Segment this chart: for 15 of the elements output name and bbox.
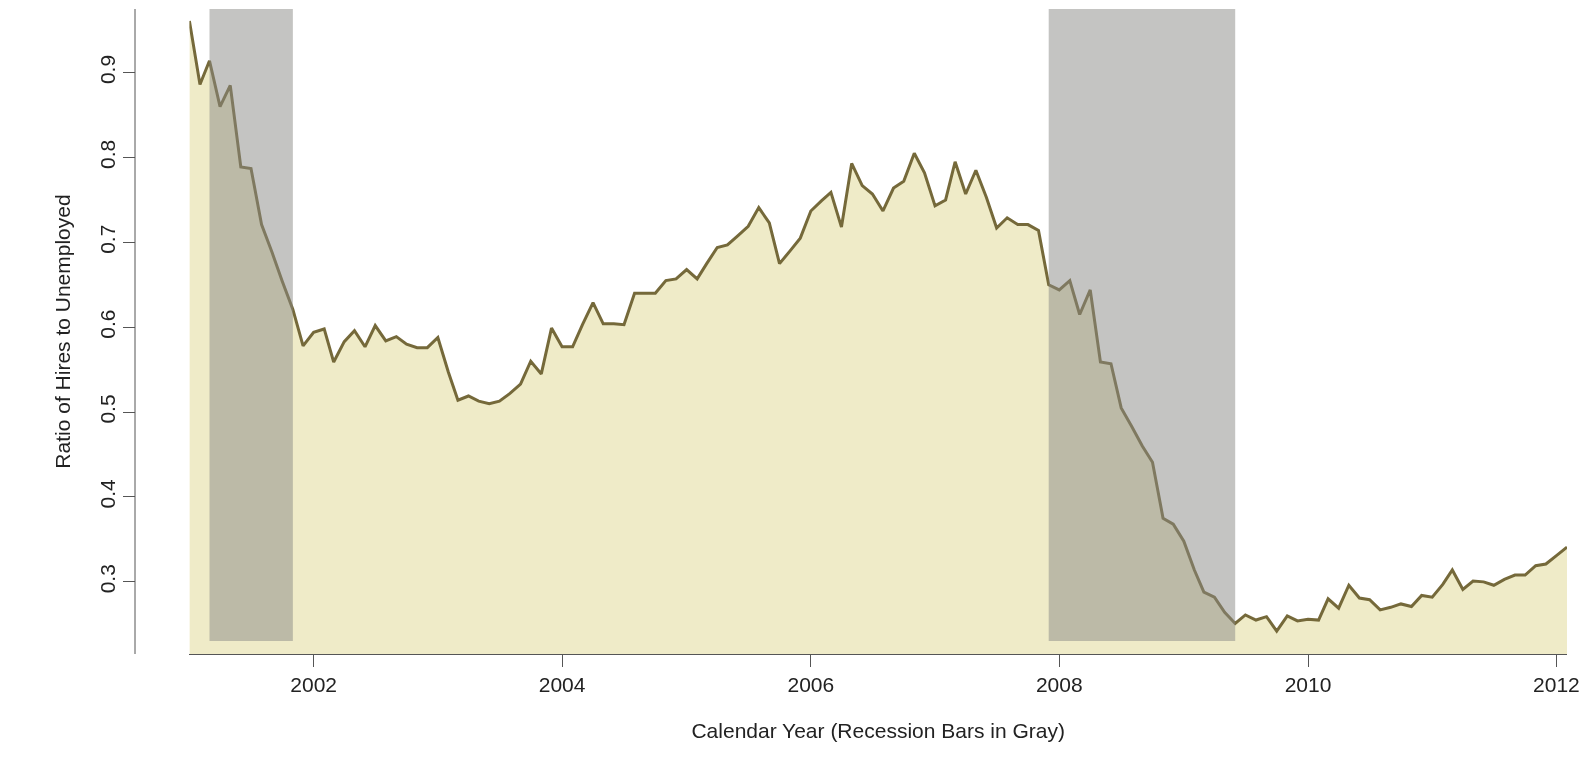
- x-axis-title: Calendar Year (Recession Bars in Gray): [691, 719, 1065, 743]
- x-tick-label: 2008: [1035, 673, 1083, 697]
- x-tick-label: 2010: [1284, 673, 1332, 697]
- y-tick-label: 0.4: [95, 478, 119, 509]
- x-tick-label: 2004: [538, 673, 586, 697]
- x-tick-label: 2002: [290, 673, 337, 697]
- y-tick-label: 0.8: [95, 139, 119, 169]
- y-tick-label: 0.5: [95, 394, 119, 424]
- y-tick-label: 0.9: [95, 54, 119, 85]
- y-axis-title: Ratio of Hires to Unemployed: [50, 194, 74, 469]
- x-tick-label: 2006: [787, 673, 835, 697]
- y-tick-label: 0.7: [95, 224, 119, 254]
- y-tick-label: 0.3: [95, 564, 119, 594]
- x-tick-label: 2012: [1533, 673, 1580, 697]
- y-tick-label: 0.6: [95, 309, 119, 339]
